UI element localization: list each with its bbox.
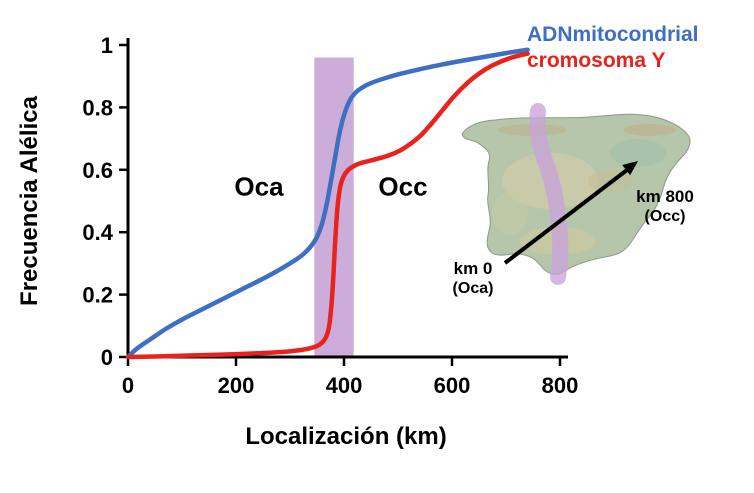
iberian-peninsula-inset-map: km 0 (Oca) km 800 (Occ) [450,103,742,303]
legend-entry-cromosoma-y: cromosoma Y [527,49,666,72]
y-tick-label: 0.6 [82,158,113,183]
x-tick-label: 200 [218,373,255,398]
legend: ADNmitocondrial cromosoma Y [527,22,699,74]
x-tick-label: 0 [122,373,134,398]
map-label-oca-text: (Oca) [452,280,494,297]
series-curve-0 [125,47,530,360]
terrain-portugal [492,191,528,235]
y-tick-label: 0 [101,345,113,370]
transect-arrow-head [622,161,638,176]
y-tick-label: 0.4 [82,220,113,245]
x-tick-label: 400 [326,373,363,398]
transect-arrow-shaft [503,168,629,265]
series-curves-layer [125,47,530,360]
map-label-km800-text: km 800 [636,187,694,206]
terrain-ebro-valley [610,139,666,167]
annotation-oca: Oca [234,171,284,202]
map-label-km0: km 0 (Oca) [453,259,494,299]
series-curve-1 [125,51,530,360]
map-label-occ-text: (Occ) [644,208,686,225]
x-tick-label: 800 [542,373,579,398]
map-contact-zone-band [529,103,569,285]
axes-layer: 0 200 400 600 800 0 0.2 0.4 0.6 0.8 1 [82,33,578,398]
annotation-occ: Occ [378,171,428,202]
legend-entry-adnmitocondrial: ADNmitocondrial [527,23,699,46]
x-axis-label: Localización (km) [245,423,447,450]
map-label-km0-text: km 0 [453,259,493,278]
iberia-relief-map-graphic [461,103,691,285]
x-tick-label: 600 [434,373,471,398]
y-axis-label: Frecuencia Alélica [16,96,43,306]
terrain-pyrenees [624,124,676,136]
map-label-km800: km 800 (Occ) [636,187,694,227]
y-tick-label: 1 [101,33,113,58]
y-tick-label: 0.2 [82,283,113,308]
y-tick-label: 0.8 [82,95,113,120]
